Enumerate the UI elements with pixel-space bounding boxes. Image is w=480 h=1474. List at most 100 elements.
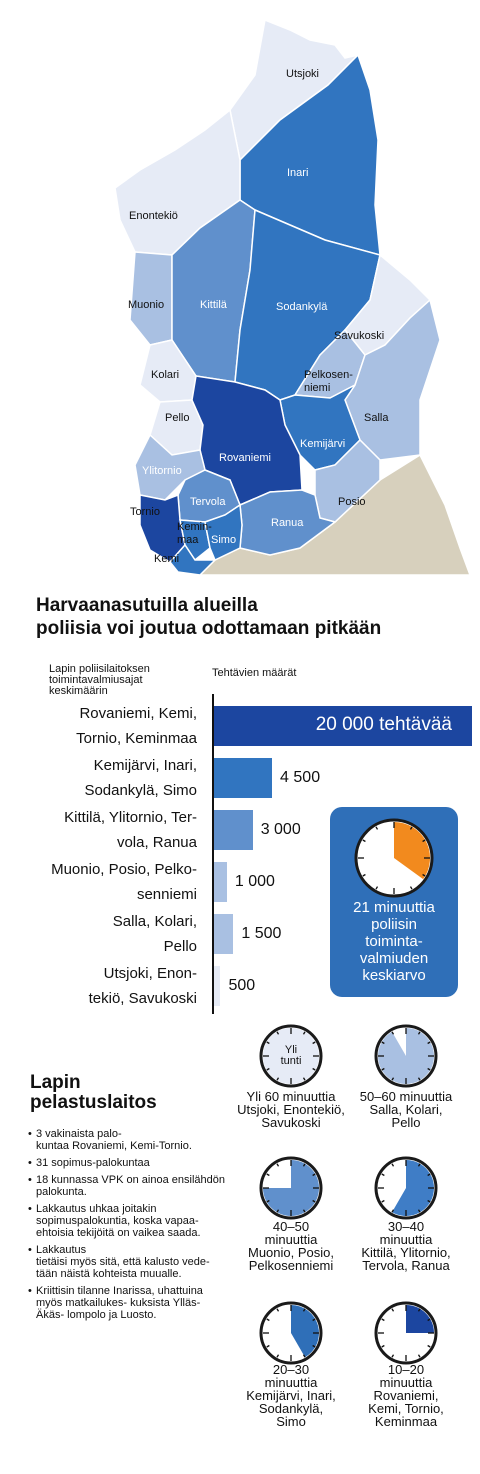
clock-label-line: 40–50 (272, 1219, 310, 1234)
headline-line-2: poliisia voi joutua odottamaan pitkään (36, 618, 382, 639)
clock-fill (406, 1305, 434, 1333)
map-label-kittila: Kittilä (200, 299, 228, 311)
bar-category-line: Kemijärvi, Inari, (93, 757, 197, 774)
clock-tick (266, 1067, 270, 1071)
clock-label: 30–40 minuuttia Kittilä, Ylitornio, Tervola… (346, 1220, 466, 1272)
bar (214, 758, 273, 798)
clock-tick (427, 1344, 431, 1348)
clock-label-line: Salla, Kolari, (369, 1102, 443, 1117)
left-header-line-2: toimintavalmiusajat (49, 674, 143, 686)
map-label-utsjoki: Utsjoki (286, 68, 319, 80)
bar-category-line: Tornio, Keminmaa (76, 730, 197, 747)
clock-tick (381, 1041, 385, 1045)
clock-tick (362, 839, 366, 843)
map-label-simo: Simo (211, 534, 236, 546)
rescue-bullet: 3 vakinaista palo- kuntaa Rovaniemi, Kem… (28, 1128, 228, 1152)
bar (214, 862, 227, 902)
clock-label-line: minuuttia (264, 1232, 318, 1247)
bar-category-line: Salla, Kolari, (112, 913, 197, 930)
clock-label-line: Savukoski (261, 1115, 321, 1130)
clock-label-line: Kemi, Tornio, (368, 1401, 444, 1416)
clock-fill (263, 1160, 319, 1216)
bar-category-line: Rovaniemi, Kemi, (79, 705, 197, 722)
clock-icon (259, 1156, 323, 1220)
clock-label: 10–20 minuuttia Rovaniemi, Kemi, Tornio, Kem… (346, 1363, 466, 1428)
clock-tick (381, 1199, 385, 1203)
clock-tick (276, 1163, 280, 1167)
clock-label: 50–60 minuuttia Salla, Kolari, Pello (346, 1090, 466, 1129)
clock-label: 20–30 minuuttia Kemijärvi, Inari, Sodankylä… (231, 1363, 351, 1428)
chart-axis (212, 694, 214, 1014)
clock-label-line: Pelkosenniemi (248, 1258, 334, 1273)
map-label-enontekio: Enontekiö (129, 210, 178, 222)
clock-tick (422, 839, 426, 843)
clock-tick (391, 1354, 395, 1358)
map-label-rovaniemi: Rovaniemi (219, 452, 271, 464)
clock-tick (427, 1173, 431, 1177)
rescue-bullet: Lakkautus uhkaa joitakin sopimuspalokunt… (28, 1203, 228, 1239)
clock-icon (374, 1156, 438, 1220)
map-label-pello: Pello (165, 412, 189, 424)
clock-tick (417, 1308, 421, 1312)
clock-tick (302, 1354, 306, 1358)
average-line-4: valmiuden (359, 950, 429, 967)
clock-tick (312, 1199, 316, 1203)
clock-label-line: Simo (276, 1414, 306, 1429)
clock-tick (312, 1067, 316, 1071)
clock-icon (259, 1301, 323, 1365)
map-label-muonio: Muonio (128, 299, 164, 311)
clock-tick (266, 1173, 270, 1177)
map-label-tornio: Tornio (130, 506, 160, 518)
clock-fill (263, 1028, 319, 1084)
chart-left-header: Lapin poliisilaitoksen toimintavalmiusaj… (49, 664, 150, 697)
clock-tick (302, 1163, 306, 1167)
bar-category-label: Rovaniemi, Kemi, Tornio, Keminmaa (7, 701, 197, 751)
bar (214, 966, 221, 1006)
map-label-ylitornio: Ylitornio (142, 465, 182, 477)
clock-tick (417, 1209, 421, 1213)
average-clock-icon (354, 818, 434, 898)
average-response-box: 21 minuuttia poliisin toiminta- valmiude… (330, 807, 458, 997)
map-label-sodankyla: Sodankylä (276, 301, 328, 313)
map-label-pelkosenniemi-2: niemi (304, 382, 330, 394)
clock-tick (312, 1344, 316, 1348)
average-line-1: 21 minuuttia (353, 899, 435, 916)
clock-label-line: Rovaniemi, (373, 1388, 439, 1403)
clock-tick (427, 1318, 431, 1322)
headline: Harvaanasutuilla alueilla poliisia voi j… (36, 594, 466, 640)
bar-category-label: Utsjoki, Enon-tekiö, Savukoski (7, 961, 197, 1011)
bar-value-label: 20 000 tehtävää (315, 714, 452, 735)
clock-label-line: 10–20 (387, 1362, 425, 1377)
map-label-inari: Inari (287, 167, 308, 179)
clock-label-line: Kittilä, Ylitornio, (361, 1245, 451, 1260)
bar-category-line: Kittilä, Ylitornio, Ter- (64, 809, 197, 826)
clock-tick (276, 1077, 280, 1081)
clock-tick (417, 1031, 421, 1035)
clock-tick (375, 826, 379, 830)
bar (214, 810, 253, 850)
clock-label-line: Yli 60 minuuttia (246, 1089, 336, 1104)
bar: 20 000 tehtävää (214, 706, 472, 746)
clock-label-line: Keminmaa (374, 1414, 438, 1429)
clock-tick (391, 1077, 395, 1081)
bar-category-line: Sodankylä, Simo (84, 782, 197, 799)
bar-category-line: tekiö, Savukoski (88, 990, 197, 1007)
clock-label-line: Tervola, Ranua (362, 1258, 450, 1273)
rescue-bullet-list: 3 vakinaista palo- kuntaa Rovaniemi, Kem… (28, 1128, 228, 1326)
region-simo (204, 503, 243, 562)
clock-tick (312, 1318, 316, 1322)
clock-label-line: Kemijärvi, Inari, (246, 1388, 336, 1403)
chart-right-header: Tehtävien määrät (212, 667, 297, 679)
clock-tick (391, 1308, 395, 1312)
clock-tick (391, 1209, 395, 1213)
clock-inner-line: tunti (280, 1055, 302, 1067)
clock-tick (276, 1308, 280, 1312)
clock-tick (302, 1209, 306, 1213)
bar-value-label: 3 000 (260, 821, 301, 838)
clock-tick (266, 1318, 270, 1322)
clock-label-line: minuuttia (379, 1375, 433, 1390)
clock-fill (392, 1160, 434, 1216)
average-text: 21 minuuttia poliisin toiminta- valmiude… (330, 899, 458, 984)
clock-tick (381, 1344, 385, 1348)
region-enontekio (114, 108, 241, 256)
